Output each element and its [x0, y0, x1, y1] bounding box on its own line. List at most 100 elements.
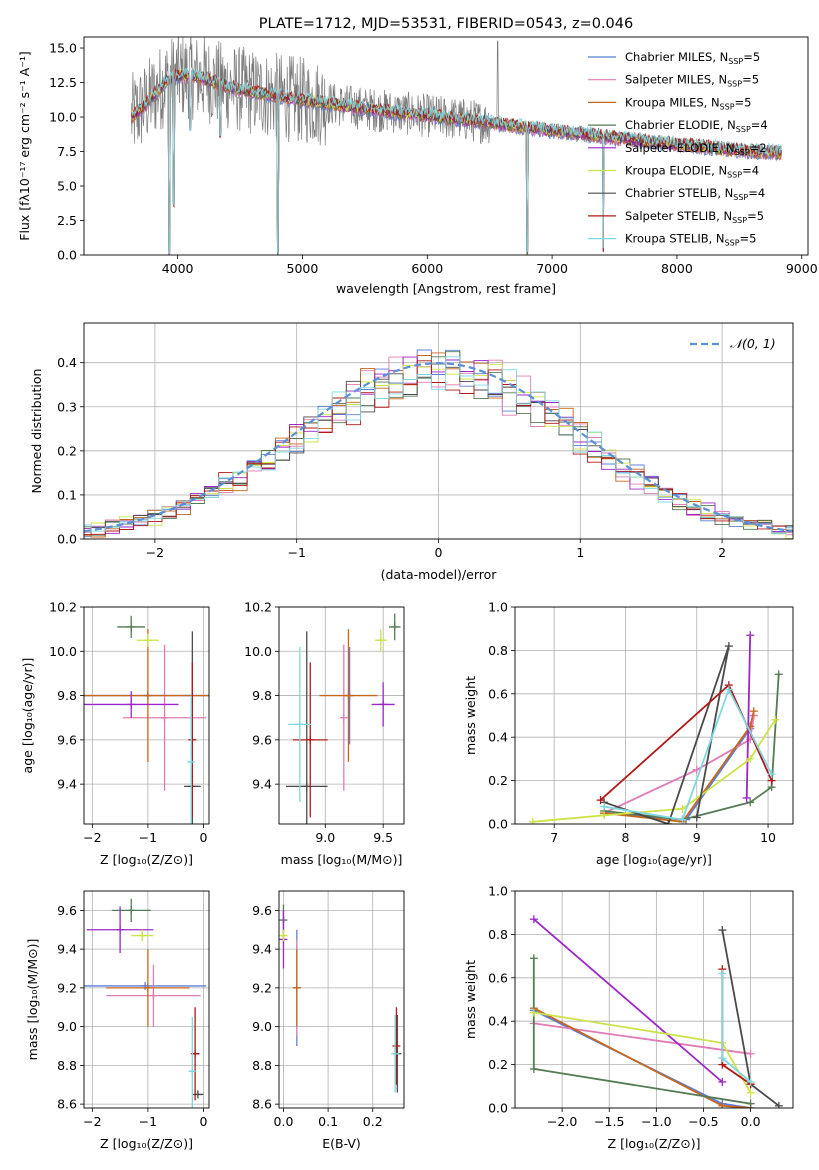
axes-weight_vs_age: 7 8 9 10 0.0 0.2 0.4 0.6 0.8 1.0: [488, 600, 793, 845]
legend-entry: Kroupa MILES, NSSP=5: [625, 95, 751, 111]
y-tick-label: 5.0: [57, 179, 77, 194]
x-axis-label: mass [log₁₀(M/M⊙)]: [281, 852, 403, 867]
y-axis-label: mass [log₁₀(M/M⊙)]: [25, 939, 40, 1061]
y-tick-label: 0.0: [488, 817, 508, 832]
x-tick-label: 1: [576, 545, 584, 560]
y-tick-label: 0.4: [488, 1014, 508, 1029]
y-tick-label: 9.0: [252, 1019, 272, 1034]
errorbar-plot-area: [285, 613, 401, 824]
y-tick-label: 0.8: [488, 643, 508, 658]
legend-label: Salpeter STELIB, N: [625, 209, 732, 223]
chart-title: PLATE=1712, MJD=53531, FIBERID=0543, z=0…: [259, 16, 633, 32]
y-tick-label: 10.0: [49, 644, 77, 659]
x-tick-label: 9.5: [373, 830, 393, 845]
axes-frame-weight_vs_age: [514, 606, 794, 825]
x-axis-label: wavelength [Angstrom, rest frame]: [336, 281, 556, 296]
x-tick-label: 9000: [786, 261, 818, 276]
x-tick-label: 0.2: [363, 1114, 383, 1129]
y-tick-label: 9.8: [57, 688, 77, 703]
y-tick-label: 9.6: [57, 732, 77, 747]
legend-subscript: SSP: [733, 193, 748, 202]
y-tick-label: 0.6: [488, 970, 508, 985]
legend-entry: Salpeter ELODIE, NSSP=2: [625, 141, 767, 157]
legend-label: Salpeter MILES, N: [625, 73, 727, 87]
y-tick-label: 0.2: [488, 1057, 508, 1072]
x-tick-label: −2: [83, 830, 101, 845]
y-tick-label: 0.3: [57, 399, 77, 414]
errorbar-plot-area: [84, 898, 207, 1108]
y-tick-label: 0.4: [488, 730, 508, 745]
axes-frame-weight_vs_Z: [514, 890, 794, 1109]
y-tick-label: 10.0: [49, 110, 77, 125]
x-tick-label: −1: [139, 1114, 157, 1129]
y-tick-label: 0.8: [488, 927, 508, 942]
axes-mass_vs_ebv: 0.0 0.1 0.2 8.6 8.8 9.0 9.2 9.4 9.6: [252, 891, 404, 1129]
y-axis-label: mass weight: [463, 960, 478, 1039]
legend-tail: =4: [748, 186, 765, 200]
legend-subscript: SSP: [732, 216, 747, 225]
y-tick-label: 7.5: [57, 144, 77, 159]
legend-entry: Salpeter STELIB, NSSP=5: [625, 209, 764, 225]
axes-frame-age_vs_Z: [83, 606, 210, 825]
legend-subscript: SSP: [725, 239, 740, 248]
weight-line: [532, 719, 776, 823]
residuals-plot-area: [84, 349, 793, 539]
legend-entry: Salpeter MILES, NSSP=5: [625, 73, 759, 89]
grid-age_vs_mass: [279, 606, 404, 824]
residual-histogram: [84, 351, 793, 536]
y-tick-label: 0.0: [488, 1101, 508, 1116]
y-tick-label: 9.4: [57, 942, 77, 957]
legend-entry: Chabrier ELODIE, NSSP=4: [625, 118, 768, 134]
y-axis-label: Flux [fλ10⁻¹⁷ erg cm⁻² s⁻¹ A⁻¹]: [17, 51, 32, 240]
x-tick-label: 10: [760, 830, 776, 845]
axes-frame-residuals: [83, 322, 794, 540]
normal-curve: [84, 361, 793, 533]
legend-entry: Kroupa STELIB, NSSP=5: [625, 232, 756, 248]
legend-subscript: SSP: [727, 171, 742, 180]
grid-age_vs_Z: [84, 606, 209, 824]
x-tick-label: 0: [199, 1114, 207, 1129]
legend-tail: =5: [742, 73, 759, 87]
y-tick-label: 10.2: [49, 600, 77, 615]
legend-tail: =2: [750, 141, 767, 155]
legend-label: Kroupa MILES, N: [625, 95, 720, 109]
y-tick-label: 0.0: [57, 248, 77, 263]
weight-line: [604, 710, 755, 823]
y-tick-label: 0.1: [57, 487, 77, 502]
y-tick-label: 0.2: [488, 773, 508, 788]
y-tick-label: 0.0: [57, 532, 77, 547]
axes-weight_vs_Z: −2.0 −1.5 −1.0 −0.5 0.0 0.0 0.2 0.4 0.6 0.8 1.0: [488, 884, 793, 1129]
legend-tail: =4: [742, 164, 759, 178]
x-tick-label: 8: [622, 830, 630, 845]
x-axis-label: Z [log₁₀(Z/Z⊙)]: [100, 1136, 193, 1151]
y-tick-label: 10.0: [244, 644, 272, 659]
y-axis-label: age [log₁₀(age/yr)]: [20, 658, 35, 774]
legend-subscript: SSP: [720, 102, 735, 111]
residual-histogram: [84, 352, 793, 538]
legend-tail: =4: [751, 118, 768, 132]
legend-subscript: SSP: [735, 148, 750, 157]
legend-entry: Chabrier STELIB, NSSP=4: [625, 186, 765, 202]
x-axis-label: Z [log₁₀(Z/Z⊙)]: [100, 852, 193, 867]
x-tick-label: 8000: [661, 261, 693, 276]
y-tick-label: 15.0: [49, 41, 77, 56]
x-tick-label: −1: [139, 830, 157, 845]
x-tick-label: 0: [199, 830, 207, 845]
y-tick-label: 0.6: [488, 686, 508, 701]
legend-label: Kroupa ELODIE, N: [625, 164, 727, 178]
y-tick-label: 12.5: [49, 75, 77, 90]
axes-age_vs_Z: −2 −1 0 9.4 9.6 9.8 10.0 10.2: [49, 600, 209, 845]
legend-subscript: SSP: [728, 57, 743, 66]
y-tick-label: 1.0: [488, 884, 508, 899]
errorbar-plot-area: [84, 615, 209, 824]
x-tick-label: −1: [287, 545, 305, 560]
x-tick-label: 0.0: [274, 1114, 294, 1129]
x-axis-label: E(B-V): [322, 1136, 361, 1151]
legend-entry: Chabrier MILES, NSSP=5: [625, 50, 760, 66]
y-tick-label: 9.6: [252, 732, 272, 747]
y-tick-label: 9.2: [252, 980, 272, 995]
axes-spectrum: 4000 5000 6000 7000 8000 9000 0.0 2.5 5.0 7.5 10.0…: [49, 41, 818, 276]
y-axis-label: Normed distribution: [29, 369, 44, 494]
x-tick-label: 9: [693, 830, 701, 845]
